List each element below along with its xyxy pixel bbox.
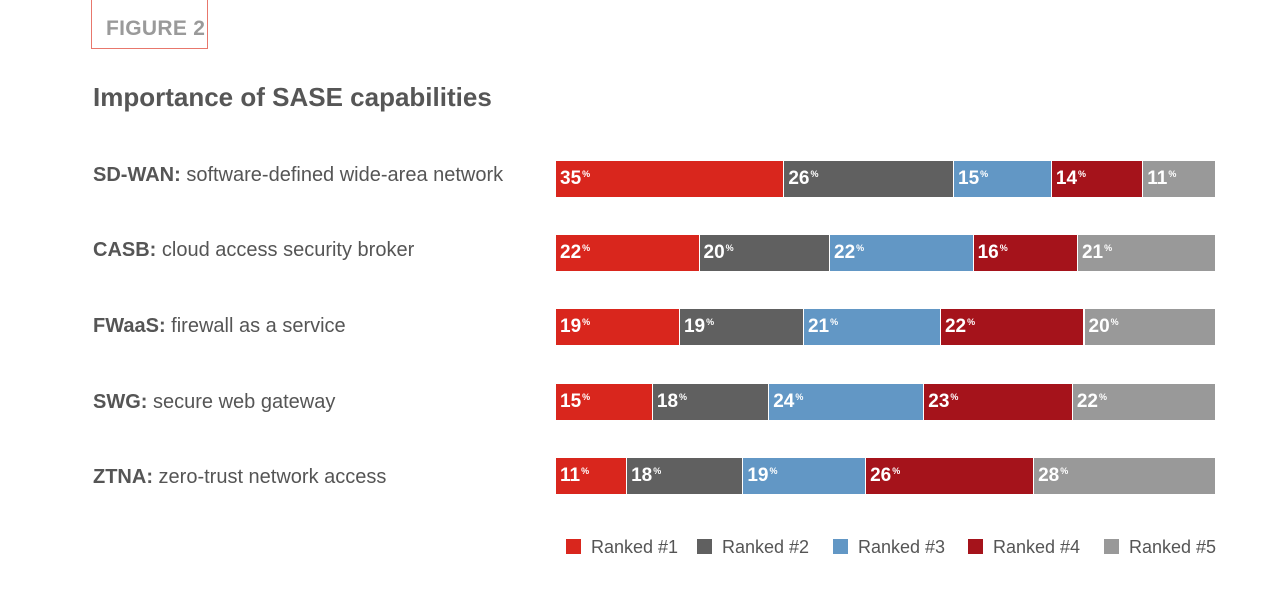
category-abbr: FWaaS: <box>93 315 166 337</box>
data-label: 26% <box>788 168 819 189</box>
data-label: 35% <box>560 168 591 189</box>
category-desc: cloud access security broker <box>156 239 415 261</box>
legend-swatch <box>1104 539 1119 554</box>
data-label: 11% <box>560 465 590 486</box>
category-label: ZTNA: zero-trust network access <box>93 466 386 489</box>
bar-segment: 16% <box>973 235 1078 271</box>
data-label: 20% <box>1088 316 1119 337</box>
bar-row: 15% 18% 24% 23% 22% <box>556 384 1215 420</box>
category-desc: secure web gateway <box>147 391 336 413</box>
chart-title: Importance of SASE capabilities <box>93 82 492 112</box>
legend-label: Ranked #5 <box>1129 537 1217 557</box>
data-label: 14% <box>1055 168 1087 189</box>
bar-segment: 35% <box>556 161 785 197</box>
bar-segment: 22% <box>830 235 974 271</box>
category-desc: zero-trust network access <box>152 466 387 488</box>
bar-segment: 19% <box>556 309 680 345</box>
bar-segment: 19% <box>679 309 804 345</box>
category-label: SWG: secure web gateway <box>93 391 335 414</box>
data-label: 24% <box>773 391 804 412</box>
bar-segment: 18% <box>627 458 744 494</box>
data-label: 22% <box>834 242 865 263</box>
figure-label: FIGURE 2 <box>106 17 206 40</box>
data-label: 22% <box>1076 391 1108 412</box>
data-label: 28% <box>1038 465 1069 486</box>
bar-segment: 18% <box>652 384 770 420</box>
bar-segment: 28% <box>1034 458 1215 494</box>
data-label: 20% <box>703 242 734 263</box>
bar-segment: 20% <box>1084 309 1215 345</box>
data-label: 19% <box>683 316 715 337</box>
bar-segment: 23% <box>924 384 1073 420</box>
data-label: 22% <box>944 316 976 337</box>
legend-label: Ranked #1 <box>591 537 679 557</box>
data-label: 16% <box>977 242 1008 263</box>
bar-segment: 20% <box>699 235 831 271</box>
category-abbr: SWG: <box>93 391 148 413</box>
data-label: 15% <box>560 391 591 412</box>
bar-segment: 15% <box>954 161 1052 197</box>
category-label: FWaaS: firewall as a service <box>93 315 346 338</box>
bar-row: 35% 26% 15% 14% 11% <box>556 161 1215 197</box>
bar-row: 11% 18% 19% 26% 28% <box>556 458 1215 494</box>
category-label: SD-WAN: software-defined wide-area netwo… <box>93 164 503 187</box>
bar-segment: 26% <box>784 161 954 197</box>
legend-label: Ranked #2 <box>722 537 810 557</box>
data-label: 18% <box>656 391 688 412</box>
data-label: 23% <box>928 391 959 412</box>
legend-label: Ranked #4 <box>993 537 1081 557</box>
category-abbr: SD-WAN: <box>93 164 181 186</box>
bar-row: 22% 20% 22% 16% 21% <box>556 235 1215 271</box>
figure-label-box: FIGURE 2 <box>91 0 208 49</box>
legend-label: Ranked #3 <box>858 537 946 557</box>
bar-segment: 19% <box>743 458 867 494</box>
legend-swatch <box>697 539 712 554</box>
category-desc: firewall as a service <box>165 315 346 337</box>
bar-segment: 14% <box>1051 161 1144 197</box>
bar-segment: 22% <box>940 309 1085 345</box>
bar-segment: 26% <box>866 458 1035 494</box>
data-label: 18% <box>631 465 662 486</box>
bar-segment: 22% <box>1072 384 1215 420</box>
category-desc: software-defined wide-area network <box>180 164 504 186</box>
data-label: 19% <box>560 316 591 337</box>
bar-segment: 22% <box>556 235 700 271</box>
bar-segment: 21% <box>803 309 941 345</box>
data-label: 22% <box>560 242 591 263</box>
bar-row: 19% 19% 21% 22% 20% <box>556 309 1215 345</box>
category-abbr: ZTNA: <box>93 466 153 488</box>
legend-swatch <box>566 539 581 554</box>
data-label: 11% <box>1147 168 1177 189</box>
bar-segment: 24% <box>769 384 925 420</box>
bar-segment: 15% <box>556 384 653 420</box>
bar-segment: 11% <box>1143 161 1215 197</box>
legend-swatch <box>833 539 848 554</box>
bar-segment: 21% <box>1077 235 1215 271</box>
category-label: CASB: cloud access security broker <box>93 239 414 262</box>
data-label: 15% <box>958 168 989 189</box>
bar-segment: 11% <box>556 458 628 494</box>
category-abbr: CASB: <box>93 239 157 261</box>
data-label: 21% <box>807 316 839 337</box>
data-label: 26% <box>870 465 901 486</box>
legend-swatch <box>968 539 983 554</box>
data-label: 19% <box>747 465 778 486</box>
data-label: 21% <box>1081 242 1113 263</box>
